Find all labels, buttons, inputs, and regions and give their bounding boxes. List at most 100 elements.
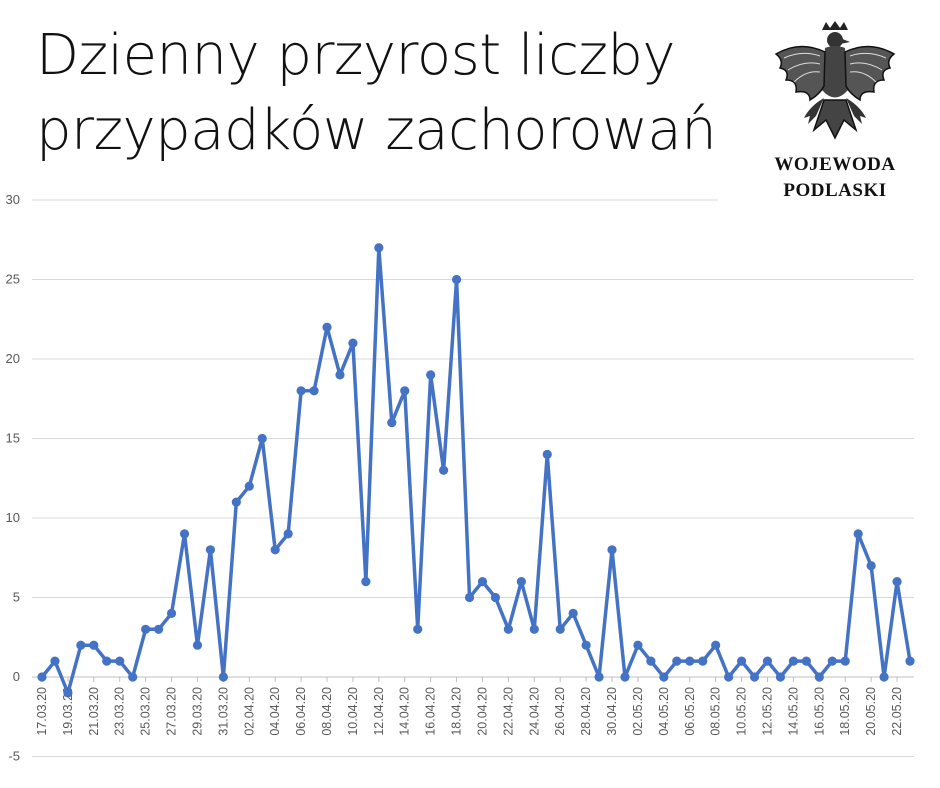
data-point	[231, 497, 241, 507]
series-layer	[37, 243, 915, 698]
data-point	[296, 386, 306, 396]
organization-name-line-2: PODLASKI	[783, 180, 887, 201]
data-point	[115, 656, 125, 666]
x-tick-label: 19.03.20	[61, 687, 75, 736]
data-point	[257, 433, 267, 444]
x-tick-label: 18.05.20	[838, 687, 852, 736]
data-point	[542, 449, 552, 459]
data-point	[102, 656, 112, 666]
data-point	[322, 322, 332, 332]
x-tick-label: 12.05.20	[760, 687, 774, 736]
y-tick-label: 0	[13, 669, 20, 684]
x-tick-label: 06.05.20	[683, 687, 697, 736]
y-tick-label: -5	[8, 749, 20, 764]
data-point	[50, 656, 60, 666]
data-point	[724, 672, 734, 682]
data-point	[89, 640, 99, 650]
x-tick-label: 02.04.20	[242, 687, 256, 736]
x-tick-label: 08.04.20	[320, 687, 334, 736]
data-point	[309, 386, 319, 396]
x-tick-label: 18.04.20	[450, 687, 464, 736]
data-point	[840, 656, 850, 666]
x-tick-label: 10.04.20	[346, 687, 360, 736]
x-tick-label: 14.05.20	[786, 687, 800, 736]
data-point	[477, 577, 488, 587]
grid-lines	[32, 199, 914, 757]
x-tick-label: 20.05.20	[864, 687, 878, 736]
x-tick-label: 17.03.20	[35, 687, 49, 736]
data-point	[387, 418, 397, 428]
y-tick-label: 25	[6, 272, 20, 287]
data-point	[244, 481, 254, 491]
data-point	[348, 338, 358, 348]
x-tick-label: 12.04.20	[372, 687, 386, 736]
x-tick-label: 04.05.20	[657, 687, 671, 736]
data-point	[853, 529, 863, 539]
data-point	[814, 672, 824, 682]
data-point	[374, 243, 384, 253]
x-tick-label: 16.04.20	[424, 687, 438, 736]
y-tick-label: 10	[6, 510, 20, 525]
data-point	[711, 640, 721, 650]
data-point	[775, 672, 786, 682]
x-tick-label: 24.04.20	[527, 687, 541, 736]
data-point	[37, 672, 47, 682]
data-point	[451, 274, 462, 285]
data-point	[400, 386, 410, 396]
data-point	[827, 656, 837, 666]
chart-title: Dzienny przyrost liczby przypadków zacho…	[36, 18, 756, 168]
data-point	[529, 624, 539, 634]
data-point	[361, 577, 371, 587]
y-tick-label: 15	[6, 431, 20, 446]
data-point	[620, 672, 630, 682]
x-tick-label: 02.05.20	[631, 687, 645, 736]
data-point	[607, 545, 617, 555]
x-tick-label: 22.04.20	[501, 687, 515, 736]
y-tick-label: 20	[6, 351, 20, 366]
data-point	[63, 688, 73, 698]
data-point	[179, 529, 190, 539]
organization-name-line-1: WOJEWODA	[774, 154, 896, 175]
x-tick-label: 26.04.20	[553, 687, 567, 736]
data-point	[568, 608, 578, 619]
data-point	[672, 656, 682, 666]
data-point	[762, 656, 773, 666]
x-axis-ticks: 17.03.20 19.03.20 21.03.20 23.03.20 25.03.20…	[35, 677, 904, 736]
x-tick-label: 27.03.20	[165, 687, 179, 736]
data-point	[335, 370, 345, 380]
chart-title-line-1: Dzienny przyrost liczby	[36, 23, 676, 88]
data-point	[128, 672, 138, 682]
y-axis-ticks: -5 0 5 10 15 20 25 30	[6, 192, 20, 764]
data-point	[659, 672, 669, 682]
x-tick-label: 25.03.20	[139, 687, 153, 736]
x-tick-label: 08.05.20	[709, 687, 723, 736]
x-tick-label: 22.05.20	[890, 687, 904, 736]
data-point	[166, 608, 177, 619]
x-tick-label: 20.04.20	[475, 687, 489, 736]
data-point	[464, 592, 475, 603]
data-point	[270, 545, 280, 555]
series-line	[40, 245, 912, 695]
eagle-emblem-icon	[774, 21, 896, 140]
x-tick-label: 04.04.20	[268, 687, 282, 736]
data-point	[685, 656, 695, 666]
data-point	[892, 577, 902, 587]
data-point	[749, 672, 760, 682]
x-tick-label: 16.05.20	[812, 687, 826, 736]
data-point	[905, 656, 915, 666]
data-point	[801, 656, 811, 666]
x-tick-label: 29.03.20	[190, 687, 204, 736]
data-point	[503, 624, 513, 634]
data-point	[879, 672, 889, 682]
data-point	[192, 640, 203, 650]
data-point	[218, 672, 228, 682]
data-point	[581, 640, 591, 650]
organization-name: WOJEWODA PODLASKI	[740, 152, 930, 204]
data-point	[633, 640, 643, 650]
data-point	[788, 656, 799, 666]
data-point	[205, 545, 216, 555]
chart-title-line-2: przypadków zachorowań	[36, 98, 717, 163]
x-tick-label: 23.03.20	[113, 687, 127, 736]
data-point	[439, 465, 449, 475]
